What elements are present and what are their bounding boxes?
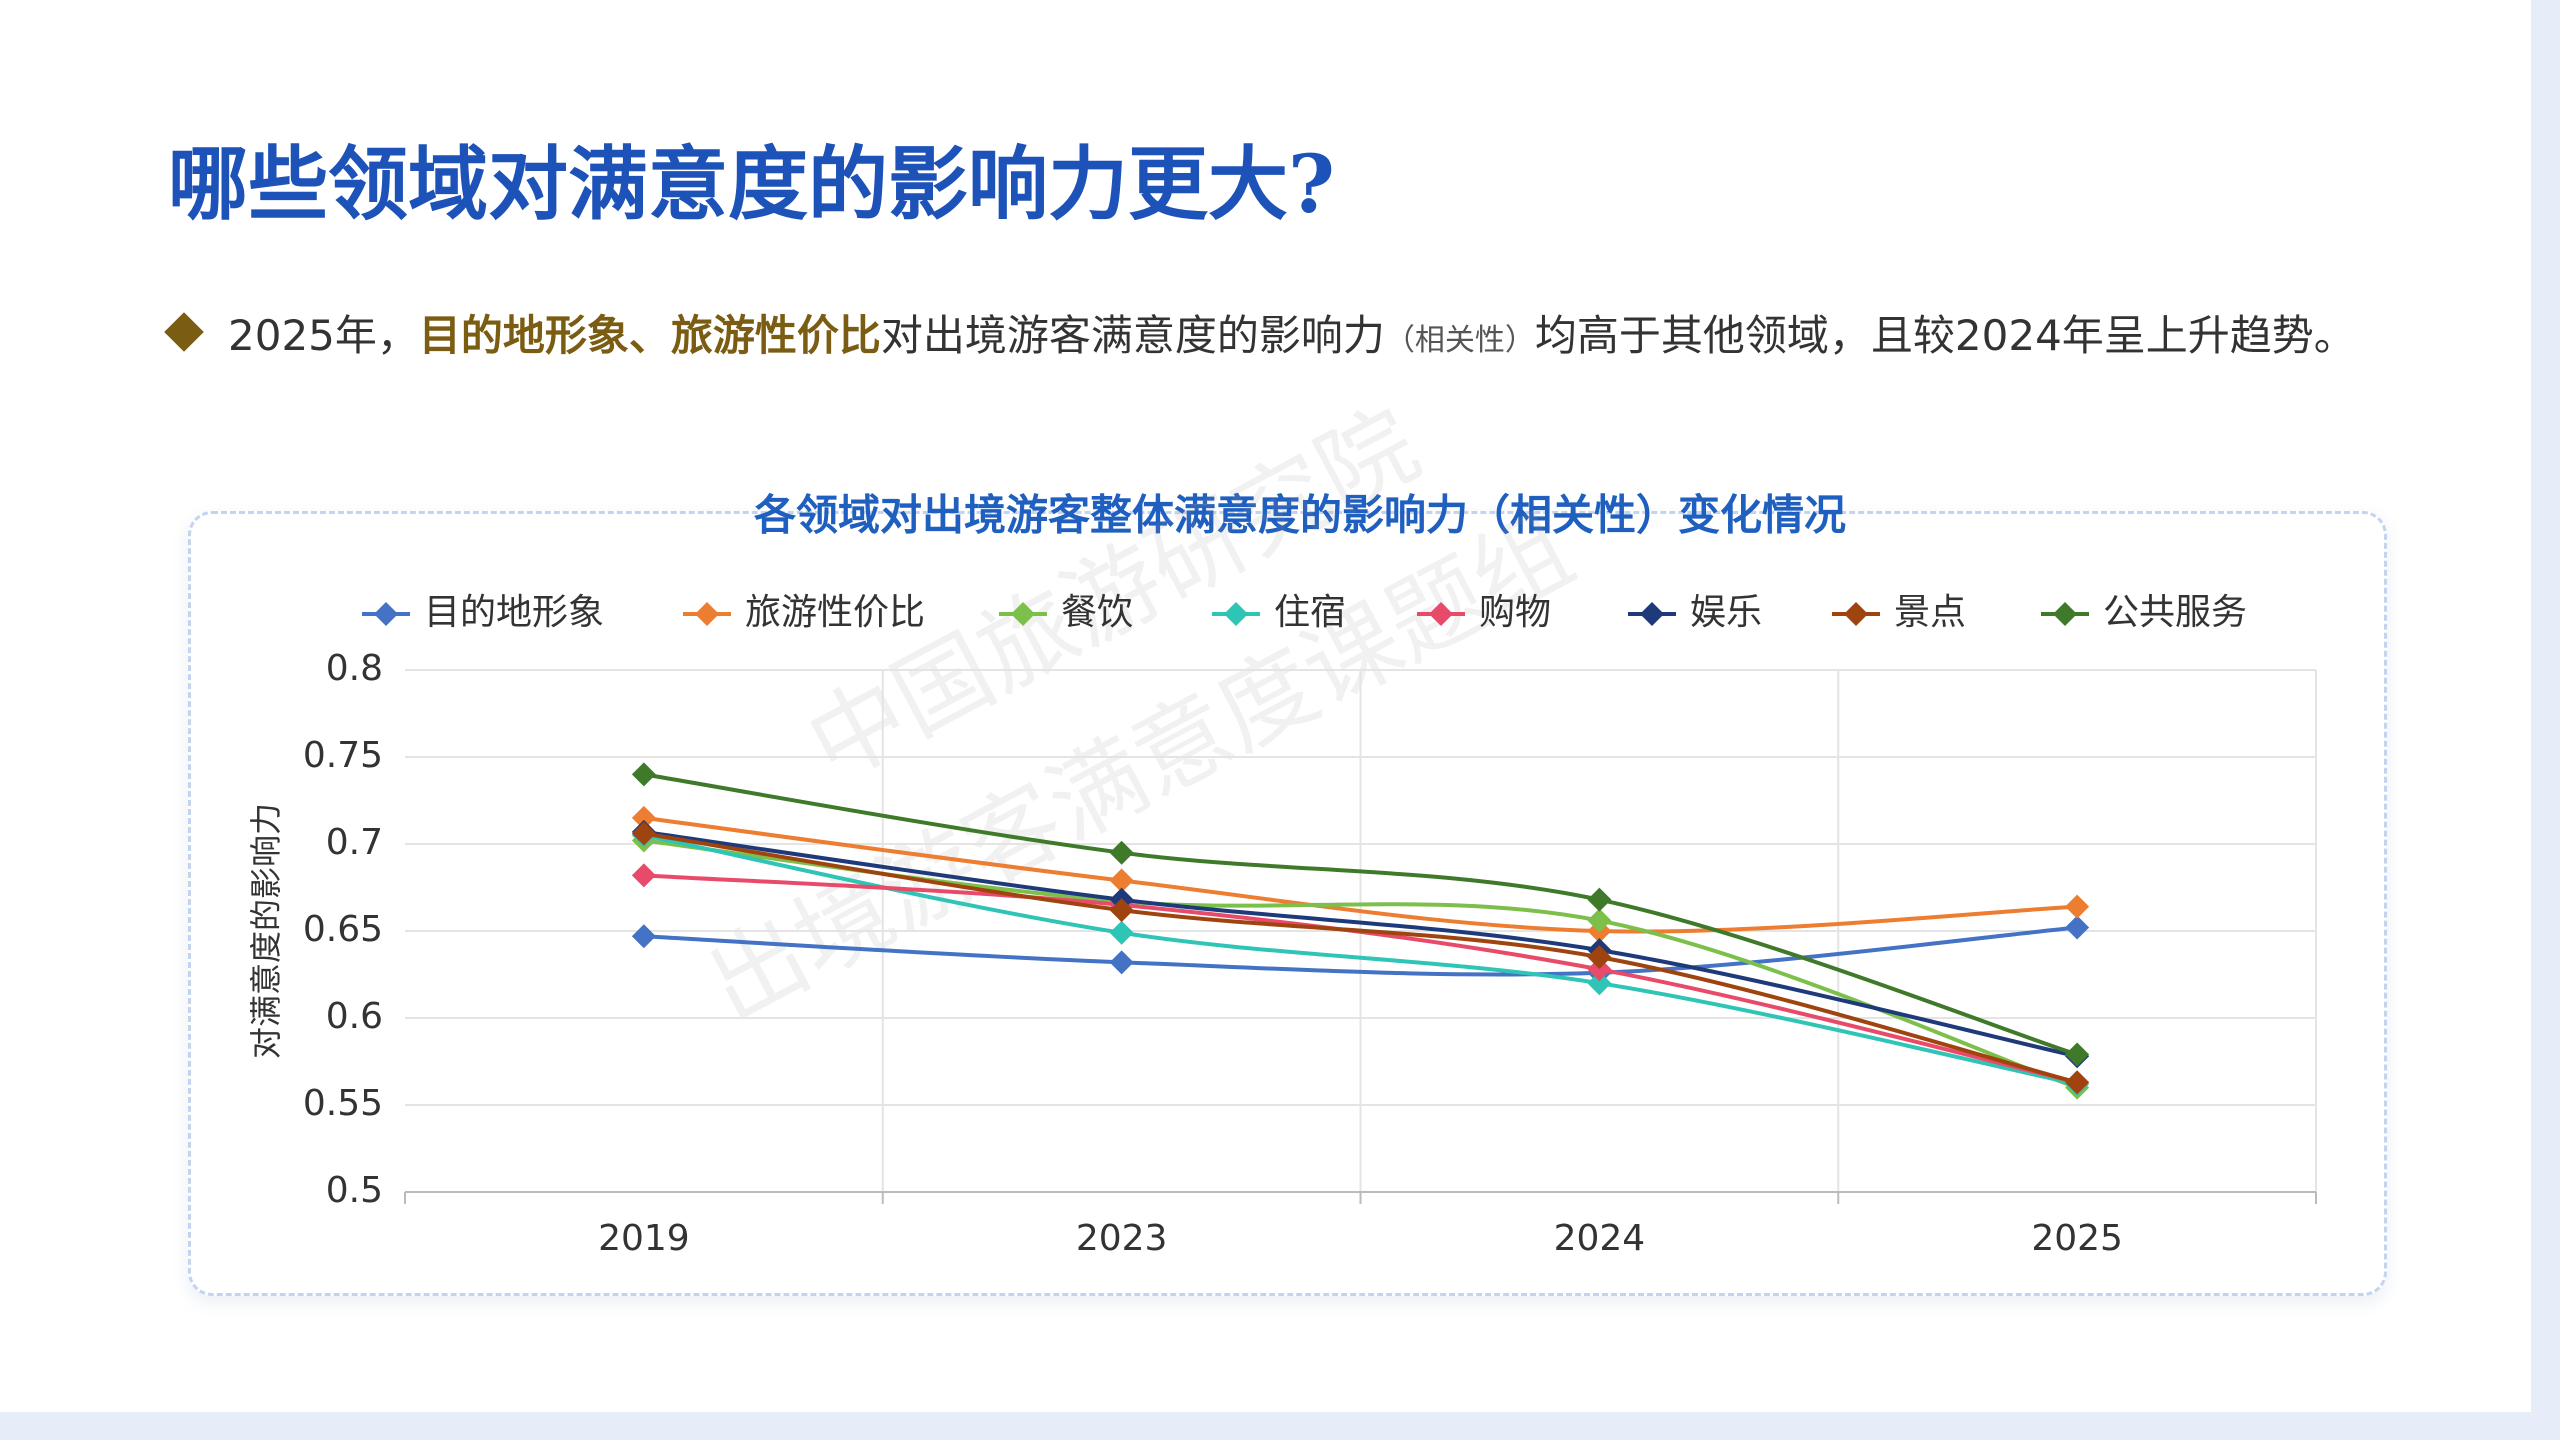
data-point [631, 924, 656, 949]
data-point [1109, 920, 1134, 945]
data-point [1587, 887, 1612, 912]
legend-label: 公共服务 [2103, 592, 2247, 633]
x-tick-label: 2025 [2031, 1218, 2123, 1259]
legend-marker [1224, 602, 1248, 626]
legend-marker [1844, 602, 1868, 626]
y-tick-label: 0.65 [303, 909, 383, 950]
data-point [2065, 915, 2090, 940]
legend-label: 餐饮 [1061, 592, 1133, 633]
data-point [631, 762, 656, 787]
text: 均高于其他领域，且较2024年呈上升趋势。 [1534, 311, 2356, 360]
text: 2025年， [228, 311, 419, 360]
data-point [631, 863, 656, 888]
legend-label: 娱乐 [1690, 592, 1762, 633]
series-line [643, 831, 2078, 1085]
bullet: 2025年，目的地形象、旅游性价比对出境游客满意度的影响力（相关性）均高于其他领… [164, 300, 2410, 377]
data-point [1109, 868, 1134, 893]
legend-marker [374, 602, 398, 626]
x-tick-label: 2024 [1554, 1218, 1646, 1259]
data-point [1587, 908, 1612, 933]
legend-marker [2053, 602, 2077, 626]
legend-marker [695, 602, 719, 626]
note: （相关性） [1384, 323, 1535, 358]
data-point [1587, 971, 1612, 996]
y-axis-label: 对满意度的影响力 [247, 803, 285, 1059]
data-point [2065, 1070, 2090, 1095]
legend-marker [1640, 602, 1664, 626]
x-tick-label: 2023 [1076, 1218, 1168, 1259]
y-tick-label: 0.5 [326, 1170, 383, 1211]
data-point [1109, 840, 1134, 865]
legend-label: 旅游性价比 [745, 592, 925, 633]
series-line [643, 772, 2078, 1057]
x-tick-label: 2019 [598, 1218, 690, 1259]
y-tick-label: 0.6 [326, 996, 383, 1037]
legend-label: 购物 [1479, 592, 1551, 633]
data-point [1109, 950, 1134, 975]
data-point [631, 821, 656, 846]
legend-label: 住宿 [1274, 592, 1346, 633]
data-point [2065, 894, 2090, 919]
y-tick-label: 0.7 [326, 822, 383, 863]
legend-marker [1011, 602, 1035, 626]
data-point [1587, 945, 1612, 970]
series-line [643, 829, 2078, 1059]
bullet-text: 2025年，目的地形象、旅游性价比对出境游客满意度的影响力（相关性）均高于其他领… [228, 300, 2410, 377]
data-point [1587, 957, 1612, 982]
slide-title: 哪些领域对满意度的影响力更大? [168, 137, 1335, 231]
data-point [631, 805, 656, 830]
highlight: 目的地形象、旅游性价比 [418, 311, 881, 360]
series-line [643, 833, 2078, 1087]
y-tick-label: 0.55 [303, 1083, 383, 1124]
chart-frame [188, 511, 2387, 1296]
legend-label: 目的地形象 [424, 592, 604, 633]
legend-label: 景点 [1894, 592, 1966, 633]
chart-title: 各领域对出境游客整体满意度的影响力（相关性）变化情况 [754, 491, 1846, 540]
series-line [643, 925, 2078, 977]
data-point [1109, 898, 1134, 923]
text: 对出境游客满意度的影响力 [880, 311, 1385, 360]
y-tick-label: 0.75 [303, 735, 383, 776]
slide: 哪些领域对满意度的影响力更大? 2025年，目的地形象、旅游性价比对出境游客满意… [0, 0, 2531, 1412]
legend-marker [1429, 602, 1453, 626]
series-line [643, 815, 2078, 934]
y-tick-label: 0.8 [326, 648, 383, 689]
data-point [2065, 1042, 2090, 1067]
